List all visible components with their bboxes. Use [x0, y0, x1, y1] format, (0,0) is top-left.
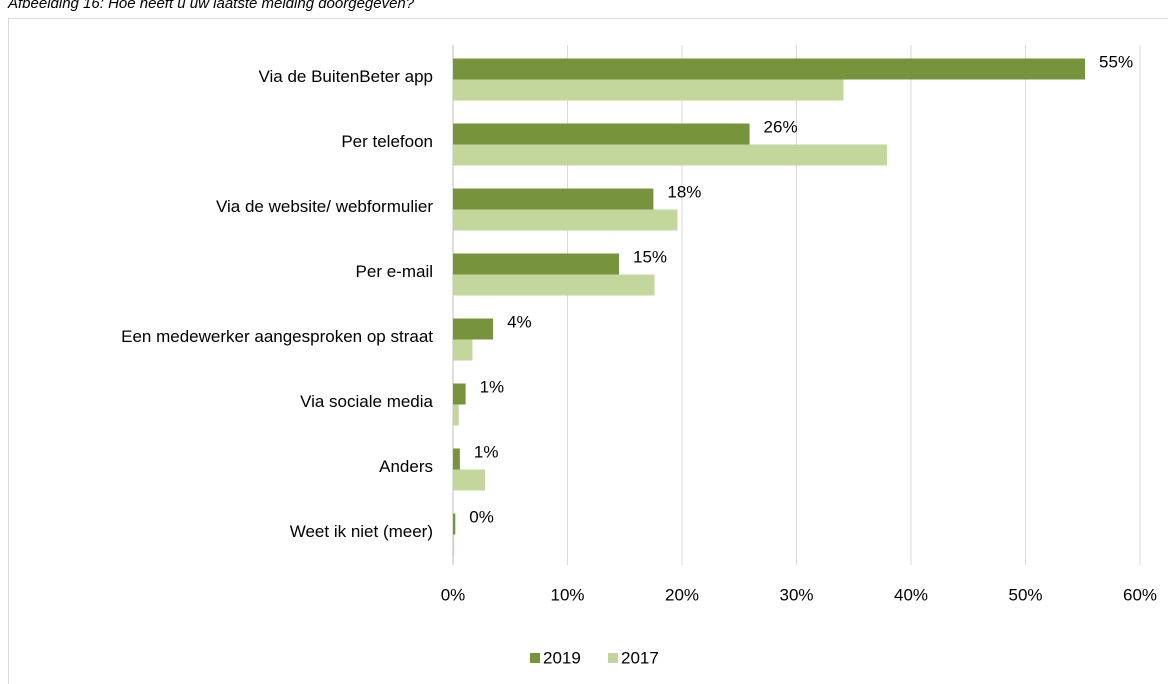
- legend-swatch: [608, 653, 618, 663]
- bar: [453, 513, 456, 535]
- bar: [453, 188, 654, 210]
- bar: [453, 534, 455, 556]
- bar: [453, 253, 620, 275]
- data-label: 55%: [1099, 52, 1133, 71]
- bar: [453, 448, 460, 470]
- y-tick-label: Per e-mail: [356, 262, 433, 281]
- y-tick-label: Via sociale media: [300, 392, 433, 411]
- bar: [453, 209, 678, 231]
- y-tick-label: Via de BuitenBeter app: [258, 67, 433, 86]
- bar: [453, 144, 887, 166]
- bar: [453, 58, 1086, 80]
- data-label: 26%: [764, 117, 798, 136]
- x-tick-label: 50%: [1008, 585, 1042, 604]
- legend-label: 2017: [621, 648, 659, 667]
- y-tick-label: Weet ik niet (meer): [290, 522, 433, 541]
- bar: [453, 469, 486, 491]
- y-tick-label: Via de website/ webformulier: [216, 197, 433, 216]
- x-tick-label: 20%: [665, 585, 699, 604]
- legend-swatch: [530, 653, 540, 663]
- chart-frame: [8, 18, 1168, 684]
- data-label: 4%: [507, 312, 532, 331]
- bar: [453, 79, 844, 101]
- bar: [453, 404, 459, 426]
- x-tick-label: 0%: [441, 585, 466, 604]
- y-tick-label: Anders: [379, 457, 433, 476]
- y-tick-label: Een medewerker aangesproken op straat: [121, 327, 433, 346]
- legend-label: 2019: [543, 648, 581, 667]
- x-tick-label: 10%: [550, 585, 584, 604]
- bar: [453, 123, 750, 145]
- data-label: 1%: [474, 442, 499, 461]
- data-label: 1%: [480, 377, 505, 396]
- bar: [453, 318, 494, 340]
- y-tick-label: Per telefoon: [341, 132, 433, 151]
- x-tick-label: 30%: [779, 585, 813, 604]
- bar: [453, 339, 473, 361]
- x-tick-label: 60%: [1123, 585, 1157, 604]
- data-label: 15%: [633, 247, 667, 266]
- data-label: 18%: [667, 182, 701, 201]
- x-tick-label: 40%: [894, 585, 928, 604]
- bar: [453, 274, 655, 296]
- chart-title: Afbeelding 16: Hoe heeft u uw laatste me…: [7, 0, 415, 12]
- data-label: 0%: [469, 507, 494, 526]
- bar: [453, 383, 466, 405]
